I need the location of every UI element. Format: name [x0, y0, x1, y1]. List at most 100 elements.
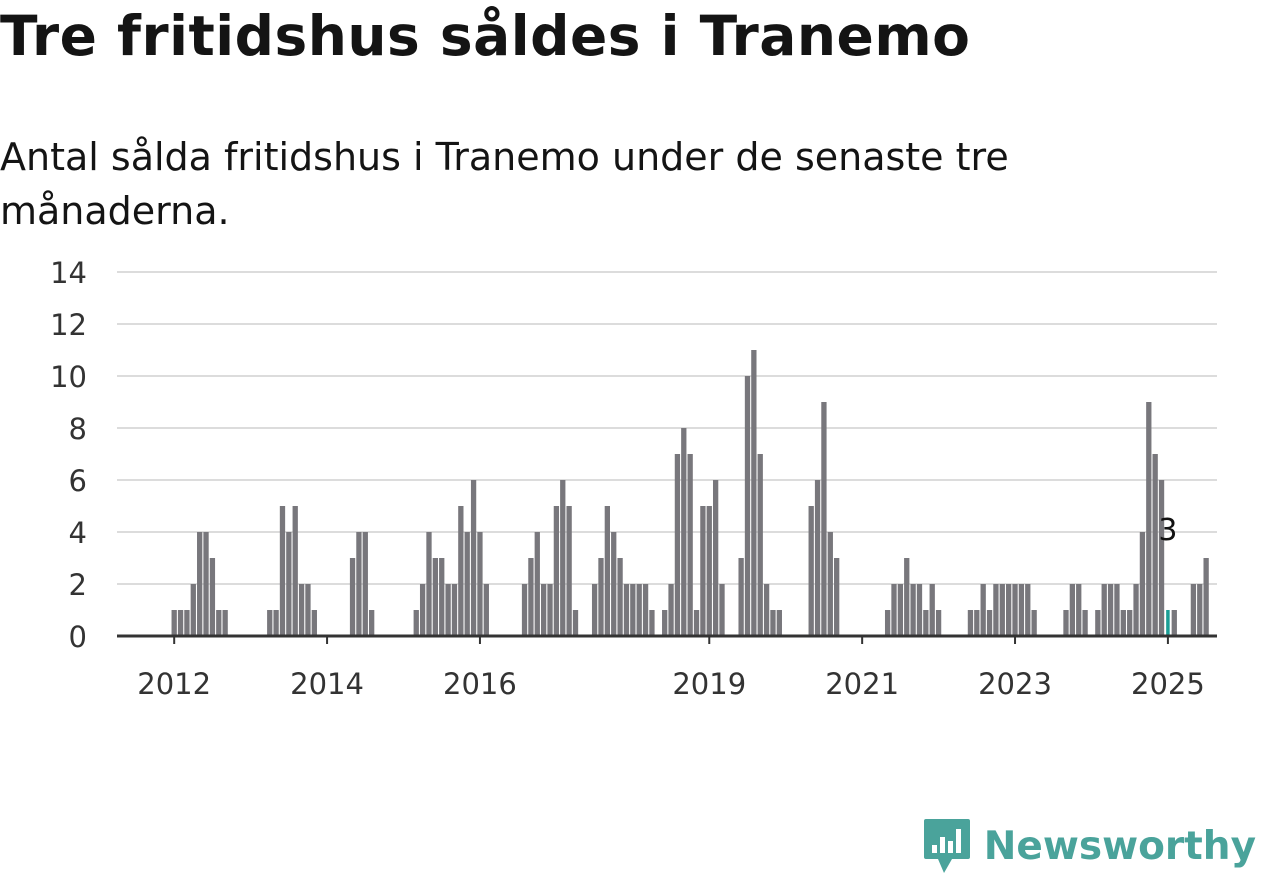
newsworthy-logo: Newsworthy [922, 817, 1256, 875]
bar [674, 454, 681, 636]
bar [292, 506, 298, 636]
bar [993, 584, 999, 636]
bar [222, 610, 228, 636]
bar [1133, 584, 1139, 636]
y-tick-label: 12 [50, 308, 87, 342]
y-tick-label: 0 [69, 620, 87, 654]
bar [986, 610, 993, 636]
bar [700, 506, 706, 636]
bar [763, 584, 770, 636]
x-tick-label: 2012 [137, 667, 211, 701]
newsworthy-logo-icon [923, 819, 970, 873]
bar [1069, 584, 1076, 636]
grid-lines [117, 271, 1217, 585]
bar [1082, 610, 1088, 636]
bar [298, 584, 305, 636]
bar [636, 584, 642, 636]
bars [171, 350, 1209, 636]
bar [916, 584, 923, 636]
y-tick-label: 4 [69, 516, 87, 550]
bar [719, 584, 725, 636]
bar [623, 584, 630, 636]
chart-title: Tre fritidshus såldes i Tranemo [0, 4, 971, 68]
bar [1095, 610, 1101, 636]
bar [611, 532, 617, 636]
bar [190, 584, 196, 636]
bar [349, 558, 356, 636]
bar [630, 584, 636, 636]
bar [413, 610, 419, 636]
bar [203, 532, 209, 636]
bar [923, 610, 929, 636]
bar [1107, 584, 1114, 636]
bar [776, 610, 782, 636]
bar [553, 506, 560, 636]
bar [534, 532, 540, 636]
bar [470, 480, 477, 636]
bar [521, 584, 528, 636]
bar [827, 532, 833, 636]
bar [1031, 610, 1037, 636]
bar [1203, 558, 1209, 636]
bar [1139, 532, 1146, 636]
bar [1171, 610, 1177, 636]
x-tick-label: 2023 [978, 667, 1052, 701]
bar [1114, 584, 1120, 636]
x-tick-label: 2016 [443, 667, 517, 701]
bar [1063, 610, 1069, 636]
bar [267, 610, 273, 636]
x-tick-label: 2021 [825, 667, 899, 701]
bar [464, 532, 470, 636]
y-axis: 0 2 4 6 8 10 12 14 [50, 256, 87, 654]
y-tick-label: 2 [69, 568, 87, 602]
bar [744, 376, 751, 636]
bar [1158, 480, 1165, 636]
bar [197, 532, 203, 636]
bar [209, 558, 216, 636]
bar [356, 532, 362, 636]
bar [757, 454, 763, 636]
bar [458, 506, 464, 636]
bar [477, 532, 483, 636]
bar [821, 402, 827, 636]
bar [572, 610, 579, 636]
bar [445, 584, 451, 636]
bar [419, 584, 426, 636]
bar [814, 480, 821, 636]
bar [834, 558, 840, 636]
bar [1120, 610, 1126, 636]
bar [617, 558, 623, 636]
bar [604, 506, 610, 636]
bar [738, 558, 744, 636]
bar [273, 610, 279, 636]
y-tick-label: 6 [69, 464, 87, 498]
bar [649, 610, 655, 636]
bar [286, 532, 292, 636]
highlight-bar [1166, 610, 1170, 636]
x-axis: 2012 2014 2016 2019 2021 2023 2025 [137, 636, 1205, 701]
bar [560, 480, 566, 636]
bar [967, 610, 974, 636]
bar [999, 584, 1005, 636]
bar [897, 584, 904, 636]
highlight-data-label: 3 [1158, 513, 1177, 548]
bar [1190, 584, 1197, 636]
bar [980, 584, 986, 636]
bar-chart: 0 2 4 6 8 10 12 14 2012 2014 2016 2019 2021 2023 2025… [50, 256, 1217, 701]
bar [751, 350, 757, 636]
bar [439, 558, 445, 636]
bar [1197, 584, 1203, 636]
x-tick-label: 2019 [672, 667, 746, 701]
bar [547, 584, 553, 636]
bar [1152, 454, 1158, 636]
bar [216, 610, 222, 636]
bar [369, 610, 375, 636]
bar [184, 610, 190, 636]
bar [642, 584, 649, 636]
bar [706, 506, 712, 636]
y-tick-label: 10 [50, 360, 87, 394]
bar [426, 532, 432, 636]
bar [1101, 584, 1107, 636]
y-tick-label: 14 [50, 256, 87, 290]
bar [687, 454, 693, 636]
